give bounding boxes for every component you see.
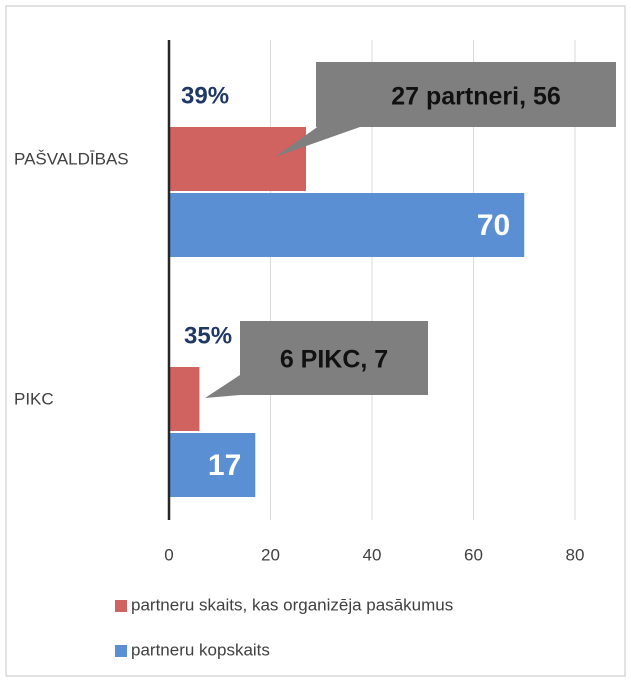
- value-label: 70: [477, 209, 510, 242]
- x-tick-label: 20: [261, 545, 280, 564]
- legend-swatch: [115, 600, 127, 612]
- x-tick-label: 0: [164, 545, 173, 564]
- percent-label: 39%: [181, 82, 229, 109]
- legend-label: partneru skaits, kas organizēja pasākumu…: [131, 595, 453, 614]
- x-tick-label: 60: [464, 545, 483, 564]
- bar: [169, 127, 307, 191]
- callout-pointer: [275, 118, 360, 157]
- callout-text: 27 partneri, 56: [391, 83, 561, 111]
- bar: [169, 367, 200, 431]
- legend-label: partneru kopskaits: [131, 640, 270, 659]
- callout-pointer: [205, 375, 240, 398]
- percent-label: 35%: [184, 322, 232, 349]
- bar: [169, 433, 256, 497]
- value-label: 17: [208, 449, 241, 482]
- bar: [169, 193, 525, 257]
- callout-text: 6 PIKC, 7: [280, 346, 388, 374]
- x-tick-label: 40: [363, 545, 382, 564]
- y-tick-label: PIKC: [14, 389, 54, 408]
- x-tick-label: 80: [566, 545, 585, 564]
- callout-box: [240, 321, 428, 395]
- y-tick-label: PAŠVALDĪBAS: [14, 149, 129, 168]
- callout-box: [316, 62, 616, 127]
- legend-swatch: [115, 645, 127, 657]
